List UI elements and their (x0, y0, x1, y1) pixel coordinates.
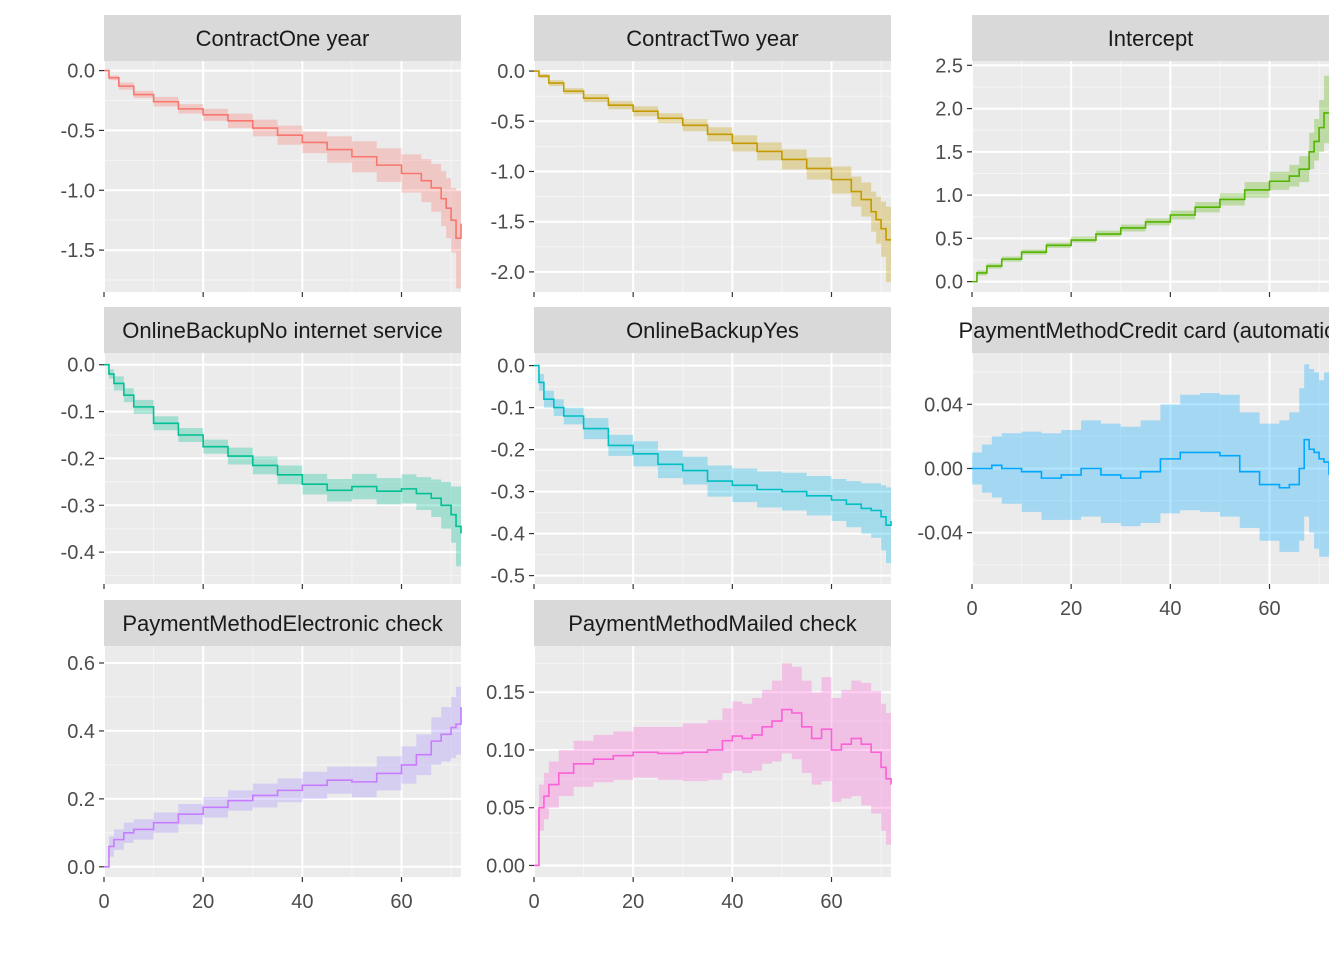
strip-background (534, 307, 891, 353)
x-tick-label: 40 (1159, 598, 1181, 620)
y-tick-label: -1.0 (491, 161, 525, 183)
y-tick-label: -0.5 (61, 120, 95, 142)
panel-intercept: Intercept 0.0 0.5 1.0 1.5 2.0 2.5 (935, 15, 1329, 297)
y-tick-label: 0.4 (67, 721, 95, 743)
y-tick-label: 1.5 (935, 142, 963, 164)
y-tick-label: 0.00 (924, 459, 963, 481)
y-tick-label: -1.0 (61, 180, 95, 202)
y-tick-label: -0.1 (61, 402, 95, 424)
strip-background (972, 15, 1329, 61)
x-tick-label: 0 (528, 891, 539, 913)
y-tick-label: 0.00 (486, 855, 525, 877)
y-tick-label: 0.04 (924, 394, 963, 416)
y-tick-label: 0.0 (497, 356, 525, 378)
y-tick-label: 0.0 (497, 61, 525, 83)
panel-onlinebackupyes: OnlineBackupYes 0.0 -0.1 -0.2 -0.3 -0.4 -0.5 (491, 307, 892, 589)
estimate-line (972, 438, 1329, 489)
y-tick-label: 0.6 (67, 653, 95, 675)
y-tick-label: -0.1 (491, 398, 525, 420)
estimate-line (534, 70, 891, 241)
confidence-band (972, 364, 1329, 557)
y-tick-label: 0.0 (67, 355, 95, 377)
y-tick-label: 1.0 (935, 185, 963, 207)
estimate-line (534, 708, 892, 867)
strip-label: OnlineBackupYes (626, 318, 799, 343)
y-tick-label: 0.0 (67, 61, 95, 83)
y-tick-label: 2.5 (935, 55, 963, 77)
y-tick-label: 0.5 (935, 228, 963, 250)
strip-background (104, 307, 461, 353)
y-tick-label: -0.04 (917, 523, 963, 545)
estimate-line (104, 69, 462, 239)
panel-onlinebackupno-internet-service: OnlineBackupNo internet service 0.0 -0.1 -0… (61, 307, 462, 589)
strip-label: ContractTwo year (626, 26, 798, 51)
y-tick-label: -2.0 (491, 262, 525, 284)
x-tick-label: 60 (1258, 598, 1280, 620)
x-tick-label: 20 (1060, 598, 1082, 620)
confidence-band (104, 70, 461, 289)
y-tick-label: 0.0 (67, 857, 95, 879)
x-tick-label: 20 (622, 891, 644, 913)
y-tick-label: -0.2 (491, 440, 525, 462)
y-tick-label: -0.4 (61, 542, 95, 564)
x-tick-label: 20 (192, 891, 214, 913)
x-tick-label: 0 (966, 598, 977, 620)
facet-panels: ContractOne year0.0-0.5-1.0-1.5ContractT… (61, 15, 1343, 913)
y-tick-label: 0.0 (935, 272, 963, 294)
x-tick-label: 60 (390, 891, 412, 913)
strip-label: PaymentMethodCredit card (automatic) (959, 318, 1343, 343)
x-tick-label: 60 (820, 891, 842, 913)
panel-paymentmethodelectronic-check: PaymentMethodElectronic check 0.0 0.2 0.4 0.… (67, 600, 462, 913)
strip-background (534, 600, 891, 646)
strip-label: Intercept (1108, 26, 1194, 51)
strip-background (534, 15, 891, 61)
strip-label: OnlineBackupNo internet service (122, 318, 442, 343)
strip-label: PaymentMethodMailed check (568, 611, 858, 636)
panel-paymentmethodmailed-check: PaymentMethodMailed check 0.00 0.05 0.10 0.1… (486, 600, 892, 913)
x-tick-label: 40 (721, 891, 743, 913)
y-tick-label: 2.0 (935, 99, 963, 121)
y-tick-label: -0.3 (61, 495, 95, 517)
y-tick-label: -0.3 (491, 482, 525, 504)
strip-label: ContractOne year (196, 26, 370, 51)
y-tick-label: 0.10 (486, 740, 525, 762)
estimate-line (104, 363, 462, 534)
x-tick-label: 40 (291, 891, 313, 913)
strip-label: PaymentMethodElectronic check (122, 611, 443, 636)
confidence-band (972, 75, 1329, 282)
x-tick-label: 0 (98, 891, 109, 913)
panel-contracttwo-year: ContractTwo year 0.0 -0.5 -1.0 -1.5 -2.0 (491, 15, 891, 297)
y-tick-label: -0.5 (491, 566, 525, 588)
y-tick-label: 0.2 (67, 789, 95, 811)
estimate-line (972, 112, 1329, 283)
confidence-band (104, 676, 461, 867)
estimate-line (534, 364, 892, 526)
strip-background (104, 15, 461, 61)
y-tick-label: -0.2 (61, 448, 95, 470)
y-tick-label: 0.05 (486, 798, 525, 820)
y-tick-label: -1.5 (61, 240, 95, 262)
confidence-band (534, 71, 891, 282)
panel-paymentmethodcredit-card-automatic: PaymentMethodCredit card (automatic) 0.04… (917, 307, 1343, 620)
y-tick-label: -1.5 (491, 212, 525, 234)
confidence-band (104, 364, 461, 576)
strip-background (972, 307, 1329, 353)
y-tick-label: -0.5 (491, 111, 525, 133)
panel-contractone-year: ContractOne year 0.0 -0.5 -1.0 -1.5 (61, 15, 462, 297)
strip-background (104, 600, 461, 646)
y-tick-label: 0.15 (486, 682, 525, 704)
estimate-line (104, 707, 462, 868)
y-tick-label: -0.4 (491, 524, 525, 546)
